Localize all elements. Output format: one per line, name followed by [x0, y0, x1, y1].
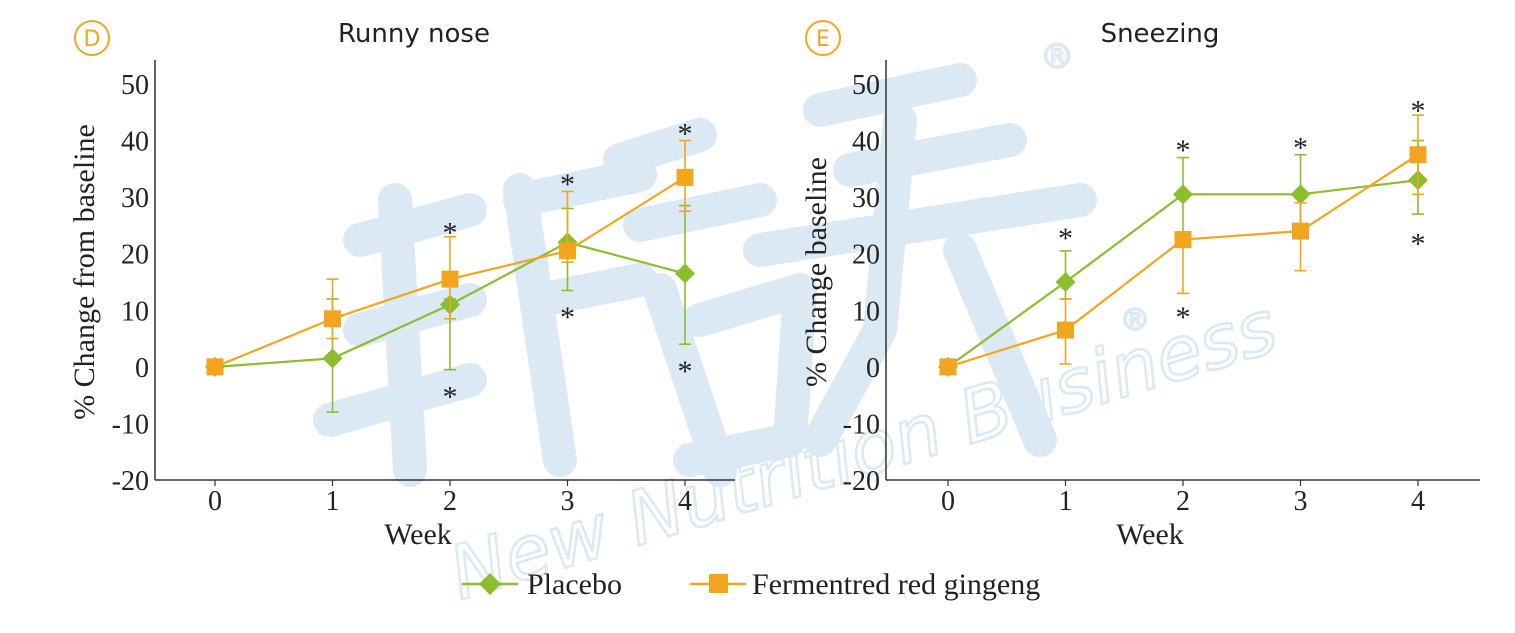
- significance-asterisk: *: [1411, 95, 1426, 128]
- data-point-diamond: [675, 263, 695, 284]
- data-point-square: [1292, 222, 1309, 240]
- x-tick-label: 2: [1176, 486, 1190, 517]
- significance-asterisk: *: [1293, 131, 1308, 164]
- y-tick-label: 40: [852, 127, 880, 158]
- data-point-square: [559, 242, 576, 260]
- x-tick-label: 4: [1411, 486, 1425, 517]
- y-tick-label: 0: [135, 353, 149, 384]
- data-point-diamond: [1173, 184, 1193, 205]
- data-point-square: [1174, 231, 1192, 249]
- y-axis-label: % Change baseline: [800, 157, 833, 387]
- x-tick-label: 2: [443, 486, 457, 517]
- watermark-registered-mark: ®: [1040, 37, 1074, 77]
- y-tick-label: 30: [121, 183, 149, 214]
- legend-label: Fermentred red gingeng: [752, 568, 1040, 601]
- legend-item-treatment: Fermentred red gingeng: [690, 568, 1040, 601]
- x-tick-label: 3: [1294, 486, 1308, 517]
- x-axis-label: Week: [384, 518, 452, 551]
- y-tick-label: -20: [843, 466, 880, 497]
- x-tick-label: 1: [1059, 486, 1073, 517]
- significance-asterisk: *: [1176, 134, 1191, 167]
- y-tick-label: 50: [852, 70, 880, 101]
- data-point-square: [1409, 146, 1427, 164]
- y-tick-label: 30: [852, 183, 880, 214]
- data-point-diamond: [1055, 272, 1076, 292]
- series-treatment: [939, 114, 1427, 376]
- y-tick-label: -10: [843, 409, 880, 440]
- y-tick-label: -10: [112, 409, 149, 440]
- significance-asterisk: *: [443, 216, 458, 249]
- series-treatment: [206, 139, 694, 376]
- data-point-square: [939, 358, 957, 376]
- x-axis-label: Week: [1116, 518, 1184, 551]
- y-axis-label: % Change from baseline: [68, 124, 101, 420]
- y-tick-label: 0: [866, 353, 880, 384]
- significance-asterisk: *: [678, 117, 693, 150]
- significance-asterisk: *: [678, 355, 693, 388]
- data-point-square: [676, 168, 694, 186]
- data-point-square: [324, 310, 341, 328]
- watermark-logo-mark: [313, 63, 1097, 487]
- x-tick-label: 0: [208, 486, 222, 517]
- x-tick-label: 0: [941, 486, 955, 517]
- legend: Placebo Fermentred red gingeng: [462, 568, 1040, 601]
- data-point-diamond: [1290, 184, 1311, 205]
- significance-asterisk: *: [560, 301, 575, 334]
- data-point-square: [441, 270, 459, 288]
- y-tick-label: 20: [121, 240, 149, 271]
- data-point-diamond: [322, 348, 343, 369]
- watermark-registered-mark: ®: [1120, 303, 1150, 338]
- legend-item-placebo: Placebo: [462, 568, 622, 601]
- y-tick-label: -20: [112, 466, 149, 497]
- data-point-square: [206, 358, 224, 376]
- panel-runny-nose: D Runny nose % Change from baseline Week…: [68, 19, 735, 551]
- panel-badge-label: E: [816, 27, 830, 52]
- legend-label: Placebo: [527, 568, 622, 601]
- x-tick-label: 1: [326, 486, 340, 517]
- error-bar: [326, 278, 339, 340]
- data-point-square: [1057, 321, 1074, 339]
- panel-badge: D: [74, 20, 110, 56]
- significance-asterisk: *: [1058, 222, 1073, 255]
- y-tick-label: 10: [121, 296, 149, 327]
- y-tick-label: 20: [852, 240, 880, 271]
- significance-asterisk: *: [1176, 301, 1191, 334]
- panel-sneezing: E Sneezing % Change baseline Week -20 -10…: [800, 19, 1480, 551]
- x-tick-label: 3: [561, 486, 575, 517]
- significance-asterisk: *: [443, 380, 458, 413]
- y-tick-label: 40: [121, 127, 149, 158]
- y-tick-label: 50: [121, 70, 149, 101]
- significance-asterisk: *: [1411, 228, 1426, 261]
- significance-asterisk: *: [560, 168, 575, 201]
- chart-title: Runny nose: [338, 19, 490, 49]
- x-tick-label: 4: [678, 486, 692, 517]
- panel-badge: E: [805, 20, 841, 56]
- chart-title: Sneezing: [1101, 19, 1220, 49]
- y-tick-label: 10: [852, 296, 880, 327]
- legend-marker-diamond: [479, 573, 501, 595]
- panel-badge-label: D: [84, 27, 101, 52]
- legend-marker-square: [709, 574, 728, 593]
